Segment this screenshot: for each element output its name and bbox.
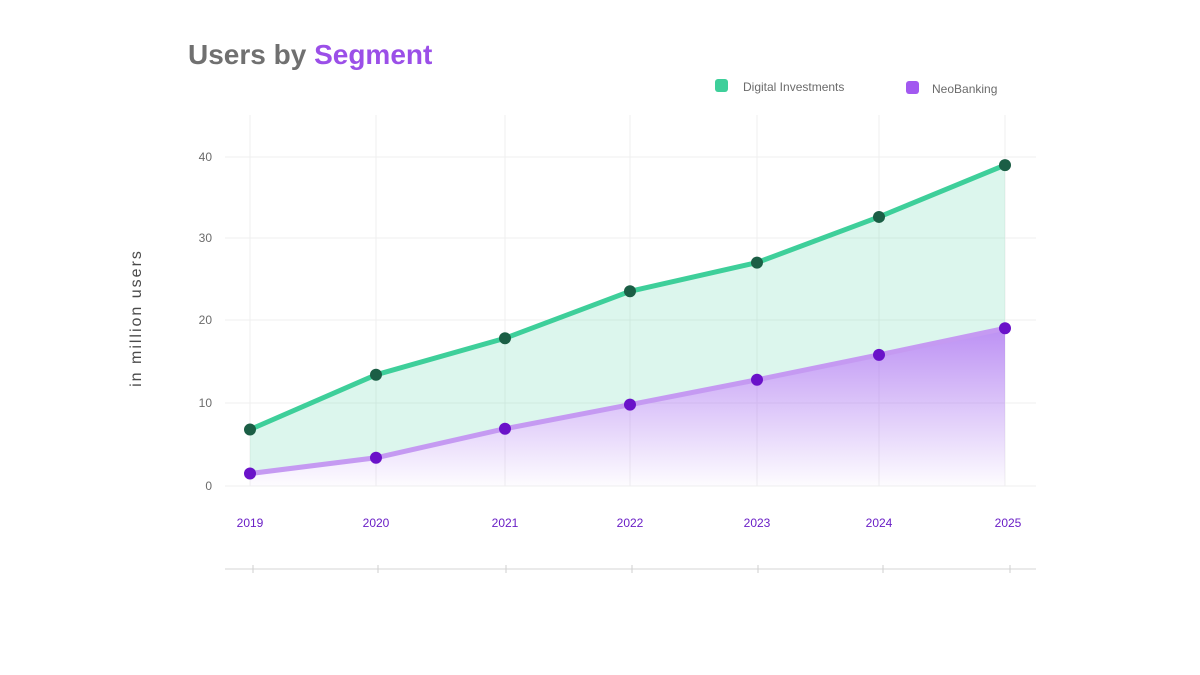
point-neobanking-2024	[873, 348, 885, 361]
point-digital-investments-2020	[370, 368, 382, 381]
y-axis-label: in million users	[128, 249, 145, 387]
bottom-axis	[225, 565, 1036, 573]
legend-swatch-digital-investments	[715, 79, 728, 92]
point-neobanking-2021	[499, 422, 511, 435]
point-neobanking-2020	[370, 451, 382, 464]
point-digital-investments-2025	[999, 159, 1011, 172]
point-neobanking-2025	[999, 322, 1011, 335]
x-tick-labels: 2019 2020 2021 2022 2023 2024 2025	[237, 516, 1022, 530]
series-markers	[244, 159, 1011, 480]
legend-swatch-neobanking	[906, 81, 919, 94]
point-digital-investments-2021	[499, 332, 511, 345]
point-digital-investments-2022	[624, 285, 636, 298]
x-tick-2019: 2019	[237, 516, 264, 530]
x-tick-2022: 2022	[617, 516, 644, 530]
legend-label-neobanking: NeoBanking	[932, 82, 997, 96]
point-digital-investments-2024	[873, 210, 885, 223]
y-tick-labels: 0 10 20 30 40	[199, 150, 213, 493]
y-tick-10: 10	[199, 396, 213, 410]
x-tick-2024: 2024	[866, 516, 893, 530]
y-tick-0: 0	[205, 479, 212, 493]
x-tick-2021: 2021	[492, 516, 519, 530]
x-tick-2020: 2020	[363, 516, 390, 530]
legend: Digital Investments NeoBanking	[715, 79, 997, 96]
point-digital-investments-2019	[244, 423, 256, 436]
y-tick-30: 30	[199, 231, 213, 245]
x-tick-2025: 2025	[995, 516, 1022, 530]
gridlines	[225, 115, 1036, 487]
point-neobanking-2023	[751, 373, 763, 386]
y-tick-40: 40	[199, 150, 213, 164]
point-digital-investments-2023	[751, 256, 763, 269]
x-tick-2023: 2023	[744, 516, 771, 530]
legend-label-digital-investments: Digital Investments	[743, 80, 844, 94]
chart-title-part2: Segment	[314, 39, 432, 70]
chart-title: Users by Segment	[188, 39, 432, 70]
point-neobanking-2019	[244, 467, 256, 480]
point-neobanking-2022	[624, 398, 636, 411]
y-tick-20: 20	[199, 313, 213, 327]
chart-title-part1: Users by	[188, 39, 314, 70]
